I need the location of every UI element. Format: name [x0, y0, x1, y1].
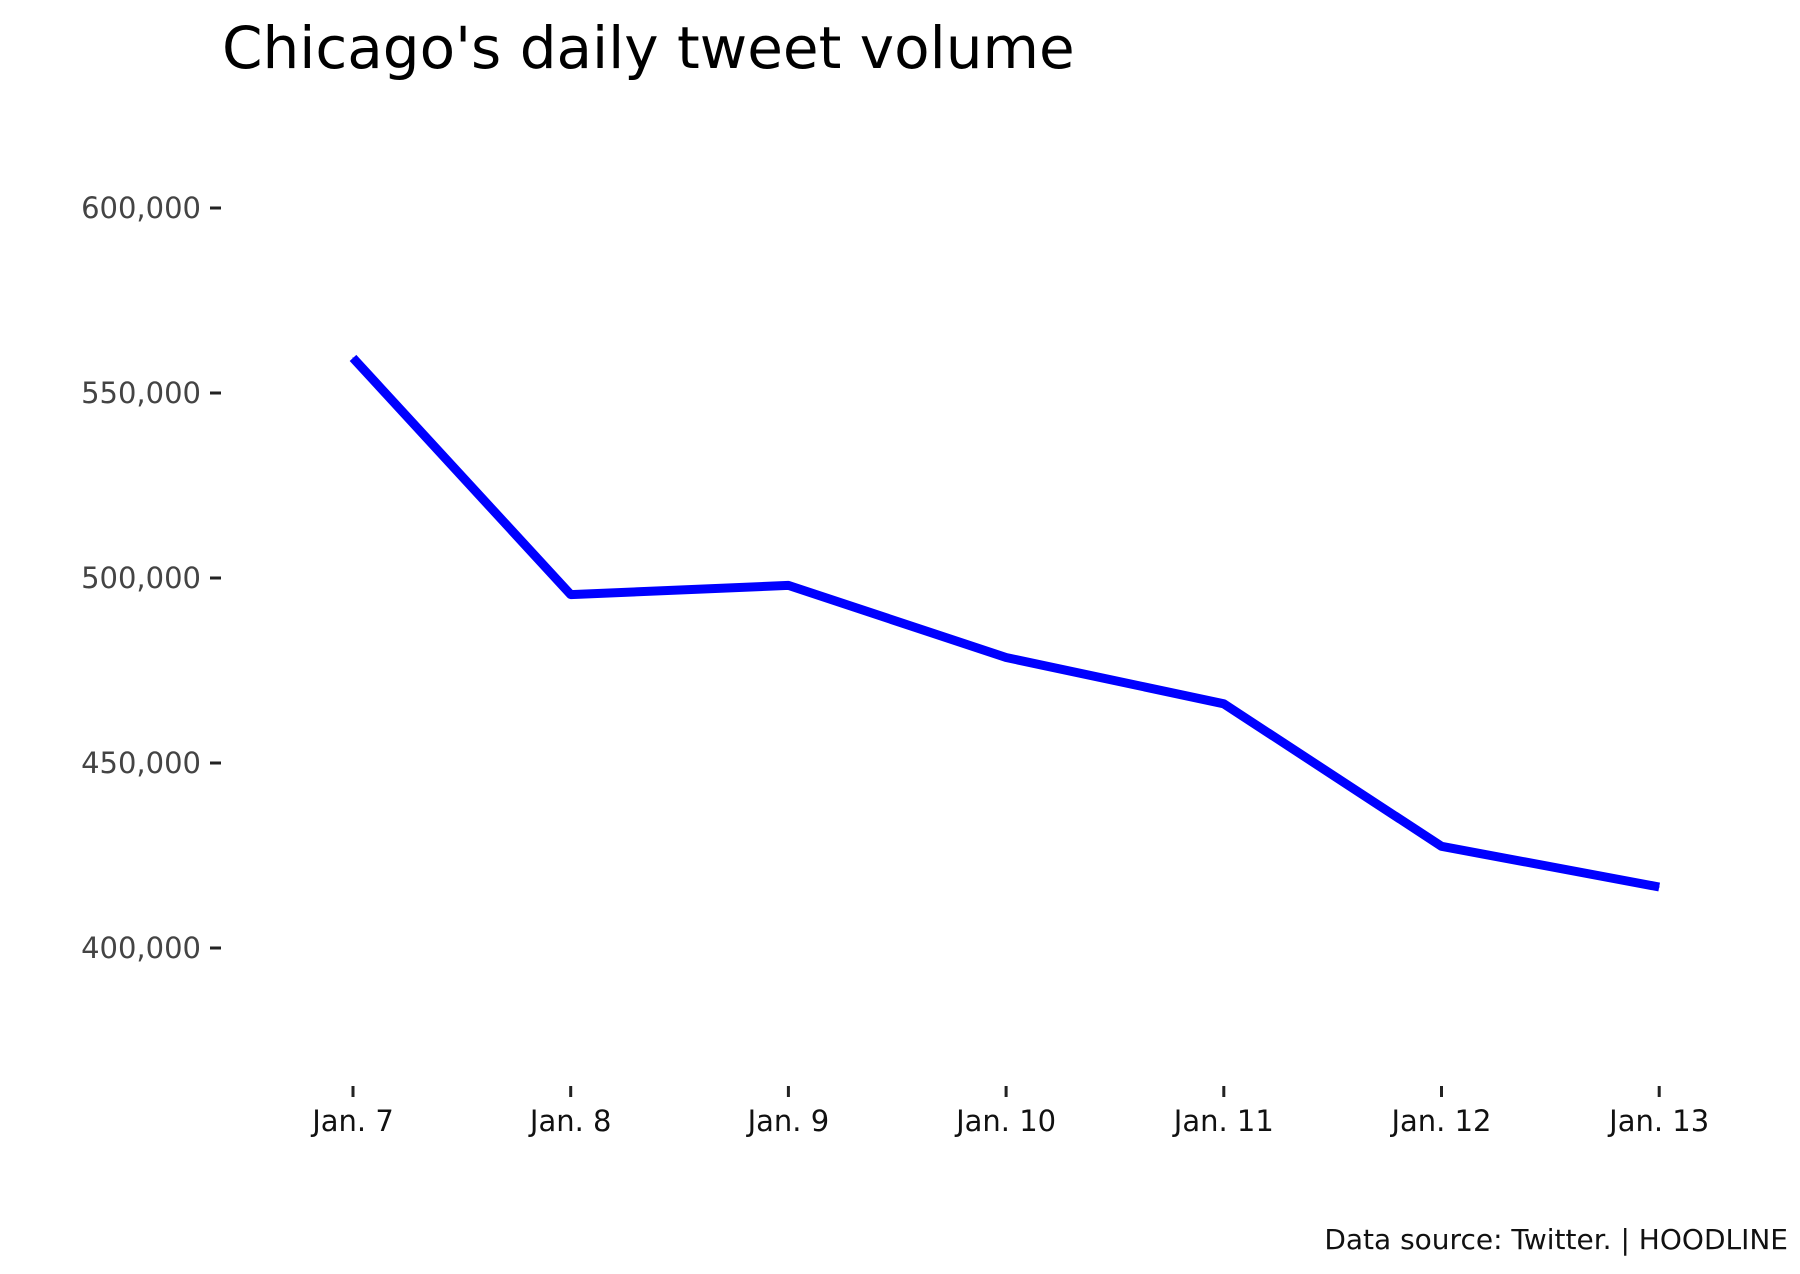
y-axis: 400,000 450,000 500,000 550,000 600,000	[81, 191, 221, 965]
data-point	[570, 594, 572, 596]
data-point	[1441, 845, 1442, 847]
series-line	[349, 354, 1661, 892]
data-point	[1223, 703, 1225, 705]
x-tick-label: Jan. 7	[310, 1104, 394, 1138]
x-tick-label: Jan. 12	[1389, 1104, 1491, 1138]
x-tick-label: Jan. 11	[1172, 1104, 1274, 1138]
y-tick-label: 600,000	[81, 191, 201, 225]
data-point	[787, 584, 789, 586]
y-tick-label: 500,000	[81, 561, 201, 595]
x-axis: Jan. 7 Jan. 8 Jan. 9 Jan. 10 Jan. 11 Jan. 12 J…	[310, 1086, 1709, 1138]
chart-title: Chicago's daily tweet volume	[222, 14, 1075, 82]
x-tick-label: Jan. 13	[1607, 1104, 1709, 1138]
data-point	[1005, 657, 1007, 659]
chart-caption: Data source: Twitter. | HOODLINE	[1324, 1223, 1788, 1256]
series-layer	[349, 354, 1661, 892]
x-tick-label: Jan. 8	[528, 1104, 612, 1138]
data-point	[352, 357, 354, 359]
y-tick-label: 450,000	[81, 746, 201, 780]
y-tick-label: 400,000	[81, 931, 201, 965]
x-tick-label: Jan. 10	[954, 1104, 1056, 1138]
data-point	[1658, 886, 1660, 888]
y-tick-label: 550,000	[81, 376, 201, 410]
x-tick-label: Jan. 9	[746, 1104, 830, 1138]
